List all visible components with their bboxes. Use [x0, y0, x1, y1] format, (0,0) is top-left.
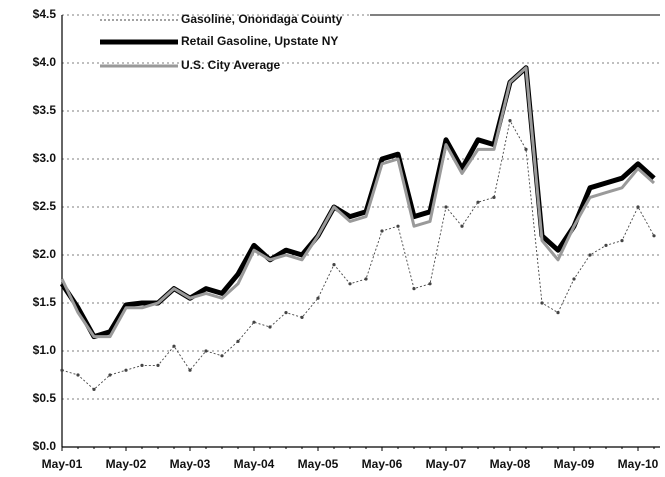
point — [252, 320, 256, 324]
point — [172, 344, 176, 348]
point — [556, 311, 560, 315]
x-tick-label: May-10 — [618, 457, 659, 471]
point — [92, 387, 96, 391]
point — [76, 373, 80, 377]
x-tick-label: May-09 — [554, 457, 595, 471]
point — [188, 368, 192, 372]
y-tick-label: $1.5 — [33, 295, 57, 309]
point — [60, 368, 64, 372]
point — [332, 263, 336, 267]
point — [588, 253, 592, 257]
point — [396, 224, 400, 228]
series-line — [60, 66, 656, 339]
point — [604, 243, 608, 247]
point — [636, 205, 640, 209]
point — [540, 301, 544, 305]
legend-label: Gasoline, Onondaga County — [181, 12, 343, 26]
point — [300, 315, 304, 319]
x-tick-label: May-06 — [362, 457, 403, 471]
point — [460, 224, 464, 228]
x-tick-label: May-02 — [106, 457, 147, 471]
point — [204, 349, 208, 353]
point — [380, 229, 384, 233]
y-tick-label: $1.0 — [33, 343, 57, 357]
point — [524, 147, 528, 151]
y-tick-label: $0.0 — [33, 439, 57, 453]
y-tick-label: $0.5 — [33, 391, 57, 405]
point — [268, 325, 272, 329]
point — [284, 311, 288, 315]
point — [476, 200, 480, 204]
point — [620, 239, 624, 243]
point — [412, 287, 416, 291]
point — [236, 339, 240, 343]
point — [492, 195, 496, 199]
x-tick-label: May-04 — [234, 457, 275, 471]
x-tick-label: May-05 — [298, 457, 339, 471]
y-tick-label: $3.5 — [33, 103, 57, 117]
point — [220, 354, 224, 358]
point — [428, 282, 432, 286]
x-tick-label: May-01 — [42, 457, 83, 471]
legend-label: Retail Gasoline, Upstate NY — [181, 34, 338, 48]
point — [124, 368, 128, 372]
point — [572, 277, 576, 281]
x-tick-label: May-08 — [490, 457, 531, 471]
y-tick-label: $4.0 — [33, 55, 57, 69]
x-tick-label: May-03 — [170, 457, 211, 471]
y-tick-label: $2.0 — [33, 247, 57, 261]
series-line — [61, 120, 655, 390]
point — [140, 363, 144, 367]
point — [156, 363, 160, 367]
point — [316, 296, 320, 300]
point — [364, 277, 368, 281]
point — [108, 373, 112, 377]
point — [444, 205, 448, 209]
x-tick-label: May-07 — [426, 457, 467, 471]
y-tick-label: $2.5 — [33, 199, 57, 213]
y-tick-label: $3.0 — [33, 151, 57, 165]
legend-label: U.S. City Average — [181, 58, 280, 72]
point — [508, 119, 512, 123]
y-tick-label: $4.5 — [33, 7, 57, 21]
point — [652, 234, 656, 238]
point — [348, 282, 352, 286]
series-line — [59, 65, 656, 340]
